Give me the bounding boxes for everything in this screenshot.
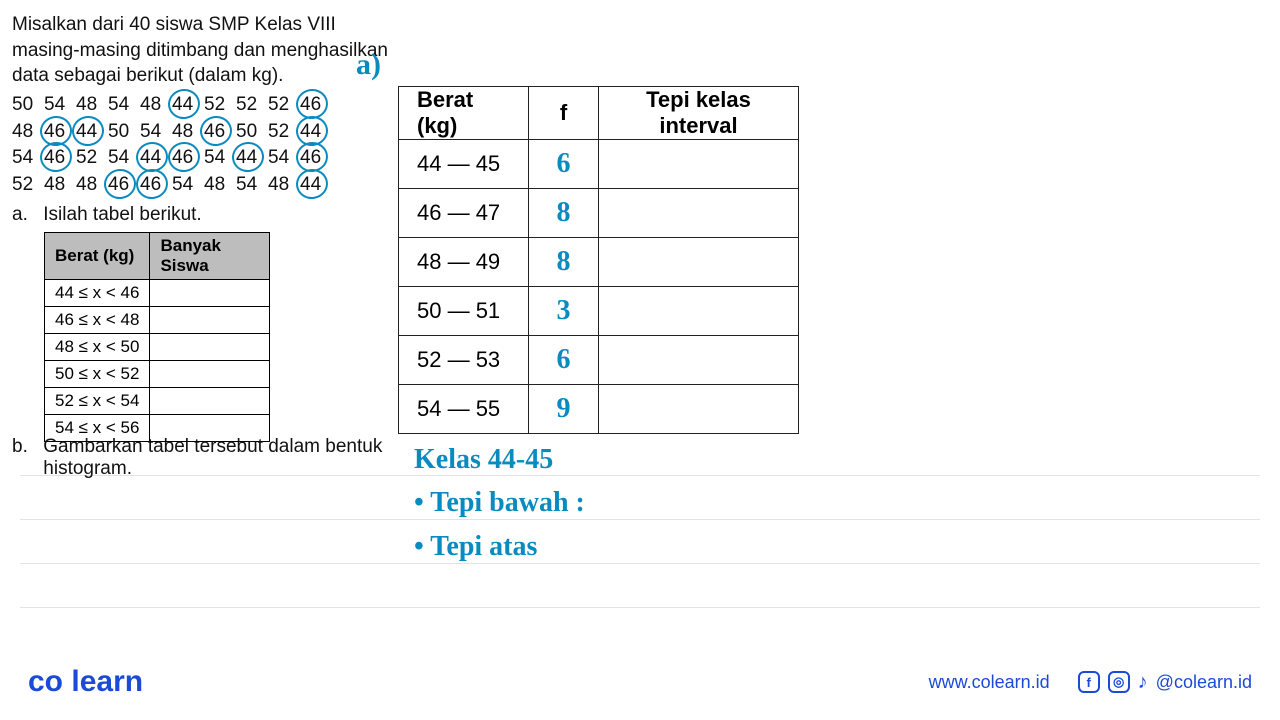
table-row: 52 — 536 bbox=[399, 336, 799, 385]
data-value: 52 bbox=[12, 172, 44, 199]
data-value: 44 bbox=[300, 119, 332, 146]
instagram-icon[interactable]: ◎ bbox=[1108, 671, 1130, 693]
data-value: 46 bbox=[204, 119, 236, 146]
big-table-range: 48 — 49 bbox=[399, 238, 529, 287]
frequency-table: Berat (kg) f Tepi kelas interval 44 — 45… bbox=[398, 86, 799, 434]
social-handle-text: @colearn.id bbox=[1156, 672, 1252, 693]
website-link[interactable]: www.colearn.id bbox=[929, 672, 1050, 693]
data-value: 48 bbox=[204, 172, 236, 199]
data-value: 50 bbox=[236, 119, 268, 146]
big-table-tepi bbox=[599, 385, 799, 434]
table-row: 46 ≤ x < 48 bbox=[45, 307, 270, 334]
small-table-range: 44 ≤ x < 46 bbox=[45, 280, 150, 307]
big-table-frequency: 8 bbox=[529, 189, 599, 238]
data-value: 52 bbox=[204, 92, 236, 119]
data-value: 44 bbox=[76, 119, 108, 146]
data-value: 52 bbox=[76, 145, 108, 172]
data-value: 48 bbox=[76, 92, 108, 119]
big-table-range: 54 — 55 bbox=[399, 385, 529, 434]
brand-logo: co learn bbox=[28, 665, 143, 699]
task-a-text: Isilah tabel berikut. bbox=[43, 204, 201, 225]
raw-data-grid: 5054485448445252524648464450544846505244… bbox=[12, 92, 332, 198]
big-table-tepi bbox=[599, 287, 799, 336]
data-value: 46 bbox=[300, 92, 332, 119]
small-table-range: 48 ≤ x < 50 bbox=[45, 334, 150, 361]
small-table-count bbox=[150, 280, 270, 307]
big-table-header-tepi: Tepi kelas interval bbox=[599, 87, 799, 140]
big-table-frequency: 8 bbox=[529, 238, 599, 287]
task-b: b. Gambarkan tabel tersebut dalam bentuk… bbox=[12, 436, 402, 480]
table-row: 44 — 456 bbox=[399, 140, 799, 189]
data-value: 46 bbox=[140, 172, 172, 199]
task-a-label: a. bbox=[12, 204, 38, 226]
logo-learn: learn bbox=[71, 665, 143, 698]
big-table-header-berat: Berat (kg) bbox=[399, 87, 529, 140]
data-row: 50544854484452525246 bbox=[12, 92, 332, 119]
small-table-header-berat: Berat (kg) bbox=[45, 233, 150, 280]
small-table-range: 52 ≤ x < 54 bbox=[45, 388, 150, 415]
big-table-frequency: 9 bbox=[529, 385, 599, 434]
logo-co: co bbox=[28, 665, 63, 698]
small-table-count bbox=[150, 361, 270, 388]
table-row: 44 ≤ x < 46 bbox=[45, 280, 270, 307]
data-value: 54 bbox=[140, 119, 172, 146]
big-table-range: 46 — 47 bbox=[399, 189, 529, 238]
small-table-header-banyak: Banyak Siswa bbox=[150, 233, 270, 280]
handwritten-a-label: a) bbox=[356, 48, 381, 82]
small-table-count bbox=[150, 334, 270, 361]
facebook-icon[interactable]: f bbox=[1078, 671, 1100, 693]
small-table-range: 50 ≤ x < 52 bbox=[45, 361, 150, 388]
small-table-count bbox=[150, 388, 270, 415]
tiktok-icon[interactable]: ♪ bbox=[1138, 671, 1148, 694]
table-row: 50 ≤ x < 52 bbox=[45, 361, 270, 388]
data-value: 54 bbox=[236, 172, 268, 199]
big-table-tepi bbox=[599, 189, 799, 238]
data-row: 54465254444654445446 bbox=[12, 145, 332, 172]
table-row: 48 ≤ x < 50 bbox=[45, 334, 270, 361]
big-table-frequency: 3 bbox=[529, 287, 599, 336]
big-table-frequency: 6 bbox=[529, 336, 599, 385]
data-value: 44 bbox=[236, 145, 268, 172]
hand-note-line2: • Tepi bawah : bbox=[414, 481, 585, 524]
social-handles: f ◎ ♪ @colearn.id bbox=[1078, 671, 1252, 694]
problem-statement: Misalkan dari 40 siswa SMP Kelas VIII ma… bbox=[12, 12, 392, 89]
task-b-label: b. bbox=[12, 436, 38, 458]
data-value: 44 bbox=[172, 92, 204, 119]
task-b-text: Gambarkan tabel tersebut dalam bentuk hi… bbox=[43, 436, 393, 480]
big-table-tepi bbox=[599, 140, 799, 189]
big-table-range: 52 — 53 bbox=[399, 336, 529, 385]
data-value: 46 bbox=[172, 145, 204, 172]
big-table-tepi bbox=[599, 336, 799, 385]
table-row: 50 — 513 bbox=[399, 287, 799, 336]
small-frequency-table: Berat (kg) Banyak Siswa 44 ≤ x < 4646 ≤ … bbox=[44, 232, 270, 442]
small-table-count bbox=[150, 307, 270, 334]
hand-note-line3: • Tepi atas bbox=[414, 525, 585, 568]
footer: co learn www.colearn.id f ◎ ♪ @colearn.i… bbox=[0, 662, 1280, 702]
big-table-range: 50 — 51 bbox=[399, 287, 529, 336]
data-value: 50 bbox=[108, 119, 140, 146]
data-row: 52484846465448544844 bbox=[12, 172, 332, 199]
big-table-tepi bbox=[599, 238, 799, 287]
table-row: 48 — 498 bbox=[399, 238, 799, 287]
data-value: 54 bbox=[172, 172, 204, 199]
big-table-frequency: 6 bbox=[529, 140, 599, 189]
data-value: 48 bbox=[44, 172, 76, 199]
data-value: 52 bbox=[236, 92, 268, 119]
data-value: 44 bbox=[300, 172, 332, 199]
data-value: 54 bbox=[108, 92, 140, 119]
data-value: 50 bbox=[12, 92, 44, 119]
task-a: a. Isilah tabel berikut. bbox=[12, 204, 202, 226]
hand-note-line1: Kelas 44-45 bbox=[414, 438, 585, 481]
data-value: 54 bbox=[44, 92, 76, 119]
table-row: 52 ≤ x < 54 bbox=[45, 388, 270, 415]
big-table-range: 44 — 45 bbox=[399, 140, 529, 189]
data-row: 48464450544846505244 bbox=[12, 119, 332, 146]
small-table-range: 46 ≤ x < 48 bbox=[45, 307, 150, 334]
big-table-header-f: f bbox=[529, 87, 599, 140]
table-row: 46 — 478 bbox=[399, 189, 799, 238]
handwritten-notes: Kelas 44-45 • Tepi bawah : • Tepi atas bbox=[414, 438, 585, 568]
data-value: 46 bbox=[44, 145, 76, 172]
table-row: 54 — 559 bbox=[399, 385, 799, 434]
data-value: 46 bbox=[300, 145, 332, 172]
